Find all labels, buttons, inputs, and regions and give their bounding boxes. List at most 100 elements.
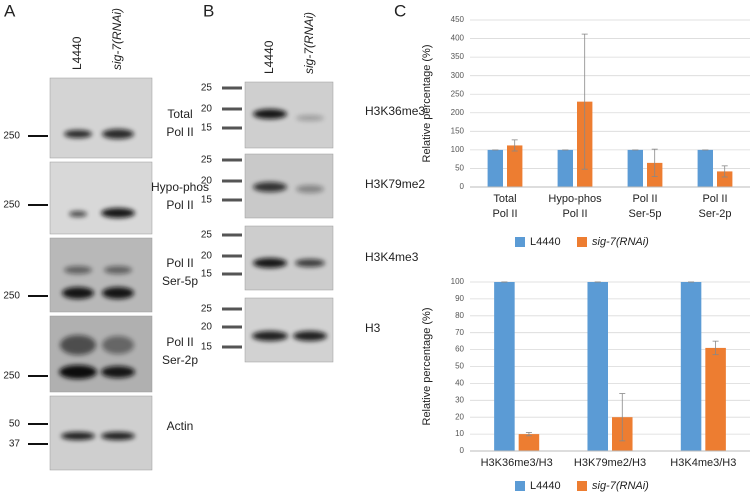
y-tick-label: 300	[451, 71, 465, 80]
x-tick-label: H3K79me2/H3	[574, 457, 646, 469]
blot	[244, 225, 334, 291]
blot-label: Total Pol II	[166, 107, 193, 139]
x-tick-label: Hypo-phos Pol II	[548, 193, 602, 220]
blot-label: H3K36me3	[365, 104, 425, 118]
lane-header: sig-7(RNAi)	[302, 12, 316, 74]
y-tick-label: 50	[455, 164, 464, 173]
band	[102, 287, 134, 299]
x-tick-label: Pol II Ser-2p	[698, 193, 731, 220]
size-marker: 25	[201, 230, 213, 241]
blot-label: Actin	[167, 419, 194, 433]
y-tick-label: 20	[455, 412, 464, 421]
band	[293, 331, 327, 341]
bar	[680, 282, 702, 451]
size-marker: 25	[201, 304, 213, 315]
label-line: Pol II	[166, 335, 193, 349]
band	[69, 211, 87, 217]
y-tick-label: 400	[451, 34, 465, 43]
y-tick-label: 90	[455, 294, 464, 303]
x-tick-label: Pol II Ser-5p	[628, 193, 661, 220]
size-marker: 37	[9, 439, 21, 450]
label-line: H3K36me3	[365, 104, 425, 118]
band	[295, 259, 325, 267]
size-marker: 250	[3, 131, 20, 142]
blot-label: Pol II Ser-5p	[162, 256, 198, 288]
error-bar	[651, 148, 658, 178]
legend-label: L4440	[530, 236, 561, 248]
size-marker: 20	[201, 251, 213, 262]
size-marker: 20	[201, 176, 213, 187]
panel-label: B	[203, 1, 214, 20]
bar	[494, 282, 515, 451]
y-axis-label: Relative percentage (%)	[421, 44, 433, 162]
legend-label: L4440	[530, 480, 561, 492]
bar	[717, 171, 733, 187]
lane-header: L4440	[70, 36, 84, 70]
band	[61, 432, 95, 440]
size-marker: 25	[201, 83, 213, 94]
label-line: Pol II	[166, 256, 193, 270]
error-bar	[525, 432, 532, 437]
label-line: H3K36me3/H3	[481, 457, 553, 469]
legend-swatch	[515, 481, 525, 491]
legend-swatch	[577, 237, 587, 247]
label-line: Total	[493, 193, 516, 205]
band	[62, 287, 94, 299]
label-line: Total	[167, 107, 192, 121]
size-marker: 250	[3, 291, 20, 302]
legend-label: sig-7(RNAi)	[592, 236, 649, 248]
y-tick-label: 200	[451, 108, 465, 117]
blot-label: H3K79me2	[365, 177, 425, 191]
bar	[705, 347, 726, 451]
label-line: Pol II	[166, 198, 193, 212]
label-line: Pol II	[492, 208, 517, 220]
size-marker: 15	[201, 342, 213, 353]
band	[64, 266, 92, 274]
bar	[627, 149, 643, 187]
label-line: Pol II	[166, 125, 193, 139]
band	[102, 336, 134, 354]
size-marker: 15	[201, 123, 213, 134]
label-line: Pol II	[562, 208, 587, 220]
y-tick-label: 0	[460, 182, 465, 191]
bar	[507, 145, 523, 187]
size-marker: 25	[201, 155, 213, 166]
size-marker: 250	[3, 371, 20, 382]
y-tick-label: 0	[460, 446, 465, 455]
band	[104, 266, 132, 274]
blot	[49, 237, 153, 313]
bar	[697, 149, 713, 187]
label-line: H3K79me2/H3	[574, 457, 646, 469]
error-bar	[619, 393, 626, 442]
y-tick-label: 50	[455, 362, 464, 371]
bar	[557, 149, 573, 187]
label-line: H3K4me3/H3	[670, 457, 736, 469]
error-bar	[712, 340, 719, 356]
size-marker: 20	[201, 322, 213, 333]
label-line: Hypo-phos	[548, 193, 602, 205]
x-tick-label: H3K4me3/H3	[670, 457, 736, 469]
y-tick-label: 30	[455, 395, 464, 404]
blot	[244, 297, 334, 363]
y-tick-label: 250	[451, 89, 465, 98]
y-tick-label: 100	[451, 145, 465, 154]
band	[102, 129, 134, 139]
blot	[49, 395, 153, 471]
size-marker: 20	[201, 104, 213, 115]
y-tick-label: 450	[451, 15, 465, 24]
band	[253, 182, 287, 192]
bar	[587, 282, 608, 451]
blot-label: H3K4me3	[365, 250, 419, 264]
panel-label: C	[394, 1, 406, 20]
panel-label: A	[4, 1, 16, 20]
size-marker: 15	[201, 269, 213, 280]
blot	[49, 161, 153, 235]
label-line: Ser-2p	[162, 353, 198, 367]
label-line: Actin	[167, 419, 194, 433]
x-tick-label: Total Pol II	[492, 193, 517, 220]
label-line: Ser-2p	[698, 208, 731, 220]
band	[101, 432, 135, 440]
lane-header: sig-7(RNAi)	[110, 8, 124, 70]
label-line: H3	[365, 321, 381, 335]
label-line: H3K4me3	[365, 250, 419, 264]
